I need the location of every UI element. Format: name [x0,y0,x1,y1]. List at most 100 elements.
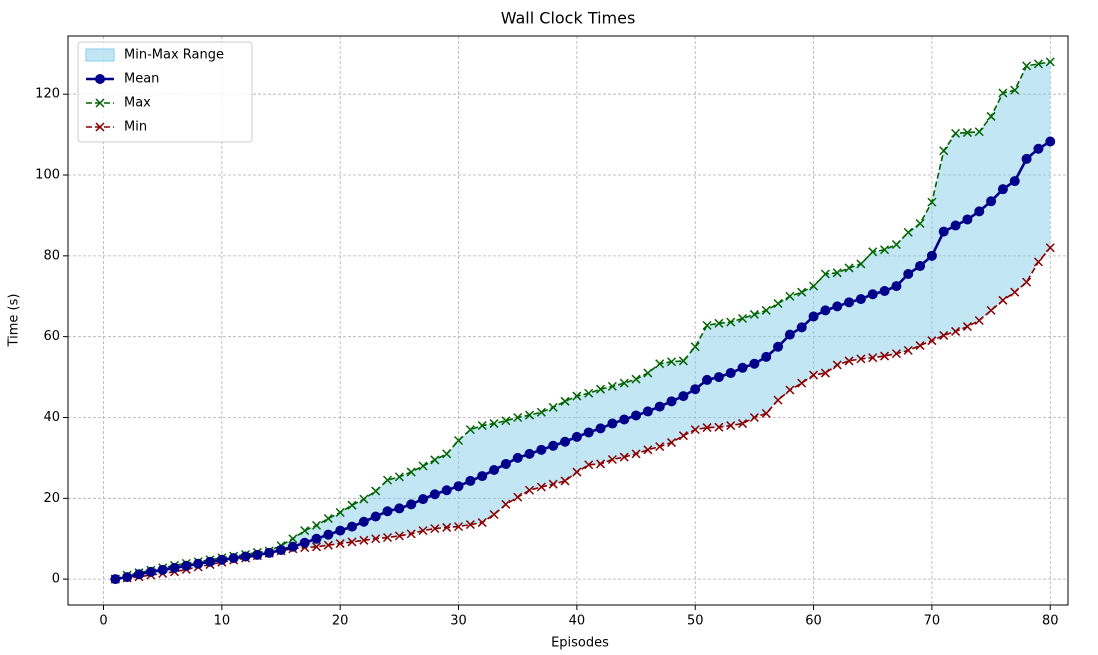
y-tick-label: 40 [43,410,60,425]
legend-swatch [85,48,115,62]
legend-label: Min [124,120,147,135]
marker [867,289,878,300]
x-tick-label: 30 [450,614,467,629]
marker [323,513,333,524]
marker [1033,143,1044,154]
marker [300,526,310,536]
marker [654,401,665,412]
marker [726,317,736,327]
marker [962,322,972,332]
marker [808,311,819,322]
marker [655,442,665,452]
legend-label: Max [124,96,151,111]
marker [1009,176,1020,187]
marker [962,128,972,138]
marker [454,522,464,532]
marker [252,549,263,560]
marker [584,388,594,398]
marker [145,566,156,577]
marker [797,378,807,388]
marker [1010,287,1020,297]
marker [134,569,145,580]
marker [832,268,842,278]
marker [193,558,204,569]
chart-title: Wall Clock Times [501,9,636,28]
marker [489,509,499,520]
marker [525,485,535,495]
marker [525,410,535,420]
marker [548,440,559,451]
marker [667,357,677,367]
marker [595,423,606,434]
marker [997,184,1008,195]
marker [951,128,961,138]
legend-marker [95,98,105,108]
marker [998,88,1008,98]
marker [205,556,216,567]
marker [785,291,795,301]
x-tick-label: 50 [687,614,704,629]
marker [454,435,464,446]
marker [986,111,996,121]
marker [430,455,440,465]
marker [844,297,855,308]
marker [607,454,617,465]
marker [951,326,961,336]
marker [228,553,239,564]
marker [394,531,404,541]
marker [406,467,416,477]
marker [418,494,429,505]
marker [761,408,771,418]
marker [880,245,890,255]
marker [358,516,369,527]
marker [347,537,357,547]
x-tick-label: 80 [1042,614,1059,629]
marker [394,472,404,482]
marker [572,467,582,477]
marker [939,146,949,156]
marker [264,547,275,558]
marker [856,259,866,269]
marker [122,572,133,583]
marker [714,422,724,432]
marker [986,196,997,207]
marker [690,384,701,395]
marker [382,532,393,543]
marker [820,368,830,378]
legend-label: Mean [124,72,159,87]
marker [453,481,464,492]
marker [797,287,807,297]
marker [868,247,878,257]
marker [690,425,700,435]
marker [347,500,357,510]
marker [809,370,819,380]
x-tick-label: 70 [924,614,941,629]
marker [584,460,594,470]
marker [927,197,937,207]
marker [512,452,523,463]
marker [666,396,677,407]
marker [915,260,926,271]
marker [299,537,310,548]
marker [288,534,298,544]
marker [714,318,724,328]
marker [394,503,405,514]
marker [406,529,416,539]
marker [1022,277,1032,287]
marker [548,402,558,412]
marker [596,384,606,394]
marker [844,356,854,366]
legend-marker [95,74,105,84]
marker [477,518,487,528]
marker [726,421,736,431]
marker [430,524,440,534]
marker [832,301,843,312]
marker [998,295,1008,305]
marker [335,507,345,517]
marker [738,419,748,429]
marker [323,529,334,540]
marker [938,226,949,237]
marker [725,368,736,379]
y-tick-label: 20 [43,491,60,506]
